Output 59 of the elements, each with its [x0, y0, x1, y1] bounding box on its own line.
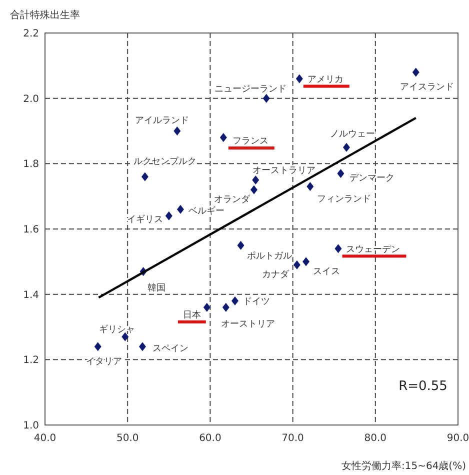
annotation: アメリカ	[307, 74, 344, 85]
annotation: イギリス	[126, 214, 163, 226]
point	[293, 260, 300, 270]
y-axis-title: 合計特殊出生率	[10, 9, 80, 21]
point	[138, 342, 146, 352]
annotation: ノルウェー	[330, 129, 375, 140]
point	[220, 133, 227, 142]
annotation: ドイツ	[242, 297, 270, 308]
point	[94, 342, 102, 352]
x-tick-label: 80.0	[364, 433, 387, 444]
x-tick-label: 50.0	[116, 433, 139, 444]
point	[250, 185, 258, 194]
annotation: フィンランド	[317, 194, 372, 205]
point	[262, 94, 270, 103]
y-tick-label: 1.6	[23, 224, 39, 236]
annotation: スイス	[313, 266, 340, 277]
point	[141, 172, 148, 182]
annotation: アイルランド	[135, 116, 190, 126]
annotation: オランダ	[214, 194, 251, 205]
point	[165, 211, 172, 220]
y-tick-label: 1.4	[23, 290, 39, 301]
point	[174, 126, 181, 136]
point	[231, 296, 238, 306]
point	[334, 244, 342, 254]
point	[203, 302, 210, 312]
annotation: スペイン	[152, 344, 188, 354]
point	[252, 176, 260, 184]
x-tick-label: 60.0	[199, 433, 222, 444]
annotation: R=0.55	[398, 379, 448, 394]
annotation: 日本	[182, 310, 201, 321]
annotation: スウェーデン	[346, 244, 400, 255]
point	[176, 204, 184, 214]
point	[222, 302, 230, 312]
annotation: カナダ	[262, 269, 290, 280]
point	[306, 182, 314, 192]
annotation: 韓国	[147, 282, 166, 294]
y-tick-label: 2.2	[23, 28, 39, 40]
x-tick-label: 90.0	[446, 433, 469, 444]
x-tick-label: 70.0	[282, 433, 304, 444]
annotation: デンマーク	[350, 174, 395, 184]
annotation: オーストリア	[220, 320, 275, 330]
point	[296, 74, 303, 84]
annotation: ポルトガル	[246, 251, 292, 262]
point	[412, 68, 420, 77]
point	[337, 168, 344, 178]
point	[122, 332, 129, 342]
x-tick-label: 40.0	[34, 433, 56, 444]
point	[342, 142, 350, 152]
point	[237, 240, 244, 250]
x-axis-title: 女性労働力率:15~64歳(%)	[341, 460, 466, 472]
point	[302, 257, 310, 266]
annotation: ギリシャ	[99, 324, 136, 335]
annotation: アイスランド	[400, 82, 454, 92]
y-tick-label: 2.0	[23, 94, 39, 105]
y-tick-label: 1.2	[23, 355, 39, 366]
annotation: ニュージーランド	[214, 84, 286, 94]
annotation: フランス	[232, 136, 268, 147]
y-tick-label: 1.8	[23, 159, 39, 170]
y-tick-label: 1.0	[23, 420, 39, 432]
